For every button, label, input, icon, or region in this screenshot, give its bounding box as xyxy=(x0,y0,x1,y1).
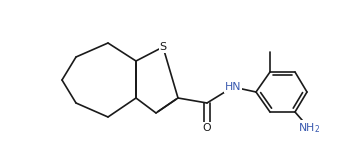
Text: O: O xyxy=(203,123,211,133)
Text: S: S xyxy=(159,42,167,52)
Text: HN: HN xyxy=(225,82,241,92)
Text: NH$_2$: NH$_2$ xyxy=(298,121,320,135)
